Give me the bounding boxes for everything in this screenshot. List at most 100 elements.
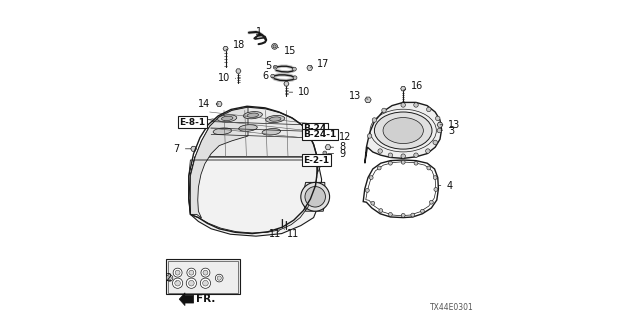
- Circle shape: [420, 209, 424, 213]
- Text: 8: 8: [331, 142, 346, 152]
- Circle shape: [401, 160, 405, 164]
- Circle shape: [175, 280, 180, 286]
- Polygon shape: [327, 135, 332, 140]
- Ellipse shape: [266, 116, 285, 123]
- Ellipse shape: [374, 112, 432, 149]
- Polygon shape: [437, 122, 443, 127]
- Circle shape: [411, 213, 415, 217]
- Circle shape: [272, 44, 278, 49]
- Ellipse shape: [269, 117, 281, 121]
- Text: 18: 18: [227, 40, 245, 51]
- Circle shape: [187, 268, 196, 277]
- Polygon shape: [191, 107, 248, 218]
- Circle shape: [433, 140, 438, 145]
- Circle shape: [203, 280, 208, 286]
- Text: 12: 12: [332, 132, 351, 142]
- Circle shape: [305, 187, 326, 207]
- Circle shape: [414, 153, 419, 157]
- Ellipse shape: [243, 112, 262, 119]
- Text: 13: 13: [349, 91, 368, 101]
- Text: 11: 11: [284, 229, 300, 239]
- Circle shape: [201, 268, 210, 277]
- Polygon shape: [307, 65, 312, 70]
- Text: 7: 7: [173, 144, 191, 154]
- Ellipse shape: [218, 115, 237, 122]
- Polygon shape: [325, 145, 331, 150]
- Circle shape: [414, 161, 418, 165]
- Text: 9: 9: [328, 148, 346, 159]
- Polygon shape: [304, 182, 325, 211]
- Polygon shape: [191, 107, 317, 176]
- Circle shape: [173, 268, 182, 277]
- Text: 1: 1: [255, 27, 262, 37]
- Text: E-2-1: E-2-1: [303, 156, 330, 164]
- Text: 10: 10: [289, 87, 310, 97]
- Circle shape: [429, 200, 433, 204]
- Text: 16: 16: [403, 81, 424, 92]
- Circle shape: [168, 276, 172, 280]
- Circle shape: [372, 118, 376, 122]
- Text: B-24: B-24: [303, 124, 326, 133]
- Polygon shape: [166, 259, 240, 294]
- Ellipse shape: [262, 129, 280, 135]
- Circle shape: [388, 212, 392, 216]
- Polygon shape: [365, 102, 442, 163]
- Text: 4: 4: [438, 180, 452, 191]
- Circle shape: [437, 128, 442, 133]
- Circle shape: [203, 270, 208, 275]
- Circle shape: [435, 116, 440, 121]
- Circle shape: [433, 176, 437, 180]
- Circle shape: [379, 209, 383, 212]
- Text: 11: 11: [269, 229, 281, 239]
- Text: E-8-1: E-8-1: [179, 118, 205, 127]
- Circle shape: [401, 154, 406, 158]
- Polygon shape: [223, 46, 228, 51]
- Text: 14: 14: [198, 99, 219, 109]
- Circle shape: [293, 76, 297, 80]
- Polygon shape: [401, 86, 406, 91]
- Polygon shape: [236, 69, 241, 73]
- Ellipse shape: [383, 117, 424, 144]
- Text: 2: 2: [165, 273, 177, 283]
- Circle shape: [388, 161, 392, 165]
- Circle shape: [371, 201, 375, 205]
- Circle shape: [434, 188, 438, 191]
- Circle shape: [427, 166, 431, 170]
- Text: 5: 5: [265, 61, 276, 71]
- Circle shape: [378, 149, 383, 153]
- Circle shape: [367, 134, 372, 138]
- Circle shape: [401, 213, 405, 217]
- Circle shape: [292, 67, 296, 71]
- Text: 6: 6: [262, 71, 274, 81]
- Ellipse shape: [221, 116, 233, 121]
- Circle shape: [189, 270, 194, 275]
- Circle shape: [381, 108, 387, 113]
- Polygon shape: [365, 97, 371, 103]
- Polygon shape: [189, 157, 322, 236]
- Circle shape: [388, 153, 393, 157]
- Circle shape: [378, 166, 381, 170]
- Polygon shape: [191, 146, 196, 151]
- Ellipse shape: [213, 128, 232, 134]
- Ellipse shape: [239, 125, 257, 131]
- Circle shape: [189, 280, 194, 286]
- Circle shape: [166, 275, 173, 281]
- Circle shape: [273, 45, 276, 48]
- Circle shape: [365, 188, 369, 192]
- Circle shape: [217, 276, 221, 280]
- Polygon shape: [179, 293, 193, 306]
- Circle shape: [215, 274, 223, 282]
- Text: 10: 10: [218, 73, 236, 83]
- Polygon shape: [284, 82, 289, 86]
- Text: B-24-1: B-24-1: [303, 130, 337, 139]
- Text: 17: 17: [310, 59, 330, 69]
- Circle shape: [173, 278, 183, 288]
- Text: 13: 13: [440, 120, 460, 130]
- Circle shape: [401, 103, 406, 107]
- Text: 3: 3: [441, 125, 454, 136]
- Text: 15: 15: [278, 46, 296, 56]
- Circle shape: [271, 74, 275, 78]
- Polygon shape: [216, 101, 222, 107]
- Circle shape: [301, 182, 330, 211]
- Circle shape: [323, 151, 327, 155]
